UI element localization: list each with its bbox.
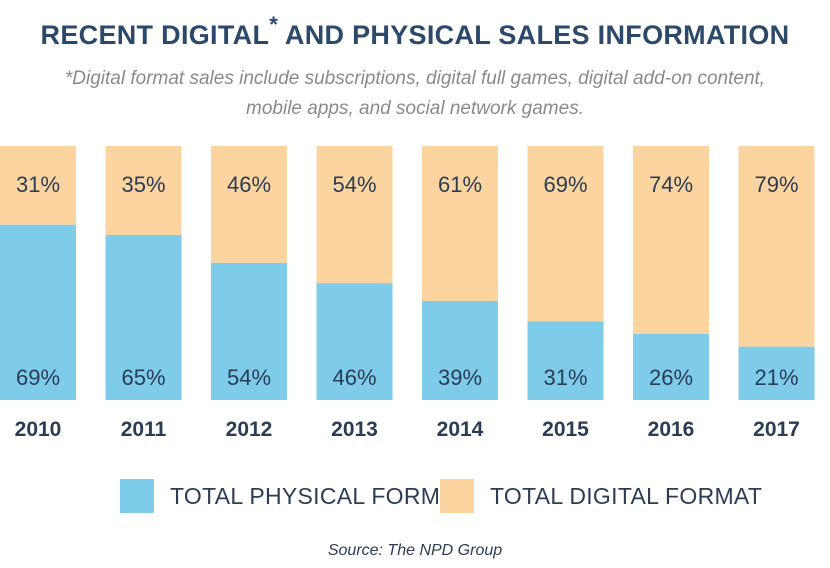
title-main: RECENT DIGITAL xyxy=(40,20,270,50)
label-digital-2011: 35% xyxy=(121,172,165,197)
bar-physical-2012 xyxy=(211,262,287,400)
year-label-2010: 2010 xyxy=(15,418,62,441)
bar-digital-2014 xyxy=(422,146,498,301)
legend-swatch-digital xyxy=(440,479,474,513)
label-physical-2011: 65% xyxy=(121,365,165,390)
bar-physical-2011 xyxy=(105,234,182,400)
bar-digital-2015 xyxy=(527,146,604,322)
bar-digital-2016 xyxy=(633,146,709,334)
stacked-bar-chart: 31% 69% 2010 35% 65% 2011 46% 54% 2012 54% 46% 2013… xyxy=(0,146,815,441)
source-note: Source: The NPD Group xyxy=(327,542,503,559)
legend-swatch-physical xyxy=(120,479,154,513)
year-label-2016: 2016 xyxy=(648,418,695,441)
year-label-2017: 2017 xyxy=(753,418,800,441)
label-physical-2016: 26% xyxy=(649,365,693,390)
label-digital-2017: 79% xyxy=(754,172,798,197)
legend-item-physical: TOTAL PHYSICAL FORMAT xyxy=(120,478,469,514)
legend-label-physical: TOTAL PHYSICAL FORMAT xyxy=(170,482,469,509)
bar-digital-2013 xyxy=(316,146,393,284)
bar-digital-2010 xyxy=(0,146,76,225)
bar-digital-2017 xyxy=(738,146,815,347)
bar-physical-2013 xyxy=(316,283,393,400)
bar-physical-2017 xyxy=(738,346,815,400)
bar-physical-2010 xyxy=(0,224,76,400)
label-physical-2015: 31% xyxy=(543,365,587,390)
bar-digital-2012 xyxy=(211,146,287,263)
legend-label-digital: TOTAL DIGITAL FORMAT xyxy=(490,482,763,509)
bar-physical-2015 xyxy=(527,321,604,400)
year-label-2015: 2015 xyxy=(542,418,589,441)
label-digital-2013: 54% xyxy=(332,172,376,197)
chart-footnote: *Digital format sales include subscripti… xyxy=(64,68,766,119)
label-digital-2014: 61% xyxy=(438,172,482,197)
label-physical-2013: 46% xyxy=(332,365,376,390)
label-digital-2015: 69% xyxy=(543,172,587,197)
year-label-2014: 2014 xyxy=(437,418,484,441)
label-digital-2010: 31% xyxy=(16,172,60,197)
year-label-2012: 2012 xyxy=(226,418,273,441)
legend-item-digital: TOTAL DIGITAL FORMAT xyxy=(440,478,762,514)
label-digital-2012: 46% xyxy=(227,172,271,197)
label-digital-2016: 74% xyxy=(649,172,693,197)
label-physical-2017: 21% xyxy=(754,365,798,390)
title-rest: AND PHYSICAL SALES INFORMATION xyxy=(278,20,790,50)
bar-physical-2014 xyxy=(422,300,498,400)
bar-physical-2016 xyxy=(633,333,709,400)
label-physical-2010: 69% xyxy=(16,365,60,390)
year-label-2011: 2011 xyxy=(121,418,167,441)
label-physical-2014: 39% xyxy=(438,365,482,390)
label-physical-2012: 54% xyxy=(227,365,271,390)
title-asterisk: * xyxy=(269,12,279,37)
bar-digital-2011 xyxy=(105,146,182,235)
year-label-2013: 2013 xyxy=(331,418,378,441)
chart-title: RECENT DIGITAL* AND PHYSICAL SALES INFOR… xyxy=(0,12,830,51)
